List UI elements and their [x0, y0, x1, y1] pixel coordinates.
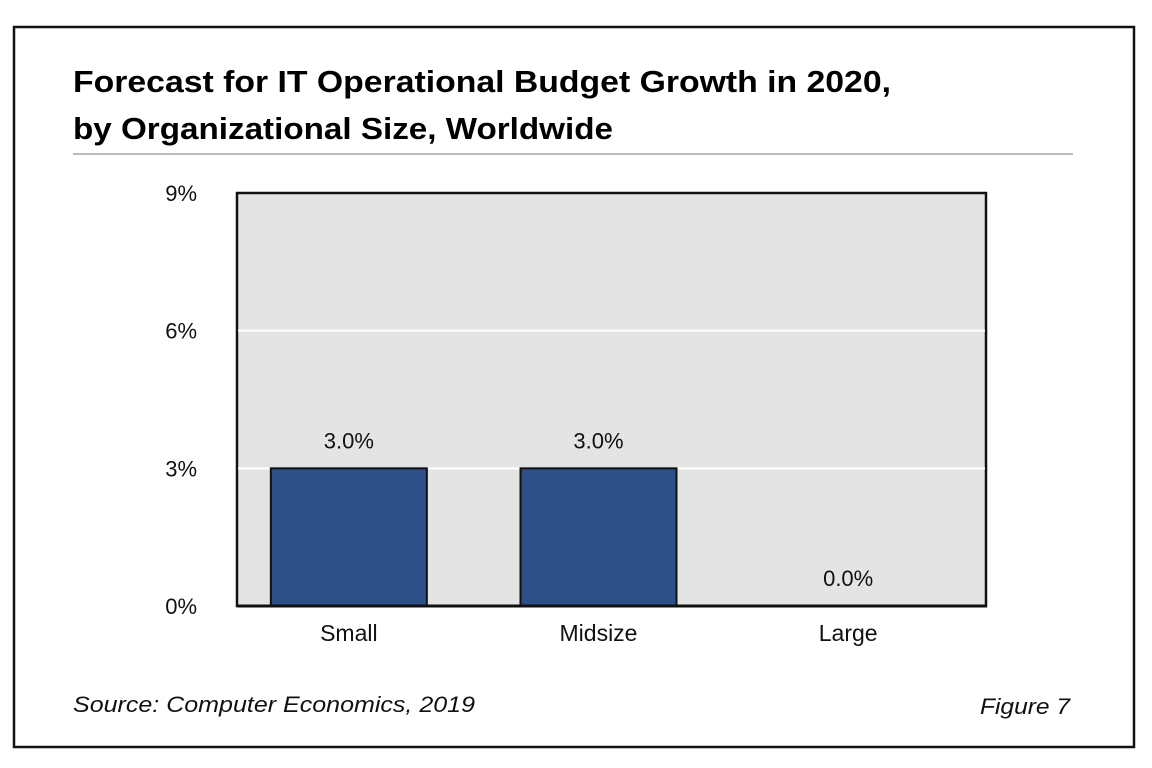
chart-title-line-1: Forecast for IT Operational Budget Growt… [73, 64, 891, 99]
y-tick-label: 9% [165, 181, 197, 206]
data-label: 0.0% [823, 566, 873, 591]
source-note: Source: Computer Economics, 2019 [73, 692, 475, 717]
data-label: 3.0% [573, 428, 623, 453]
y-tick-label: 3% [165, 456, 197, 481]
y-tick-label: 0% [165, 594, 197, 619]
bar-midsize [519, 467, 678, 608]
x-category-label: Large [819, 620, 878, 646]
chart-title-line-2: by Organizational Size, Worldwide [73, 111, 613, 146]
x-category-label: Midsize [560, 620, 638, 646]
figure-number: Figure 7 [980, 694, 1071, 719]
y-tick-label: 6% [165, 319, 197, 344]
bar-small [269, 467, 428, 608]
data-label: 3.0% [324, 428, 374, 453]
x-category-label: Small [320, 620, 378, 646]
